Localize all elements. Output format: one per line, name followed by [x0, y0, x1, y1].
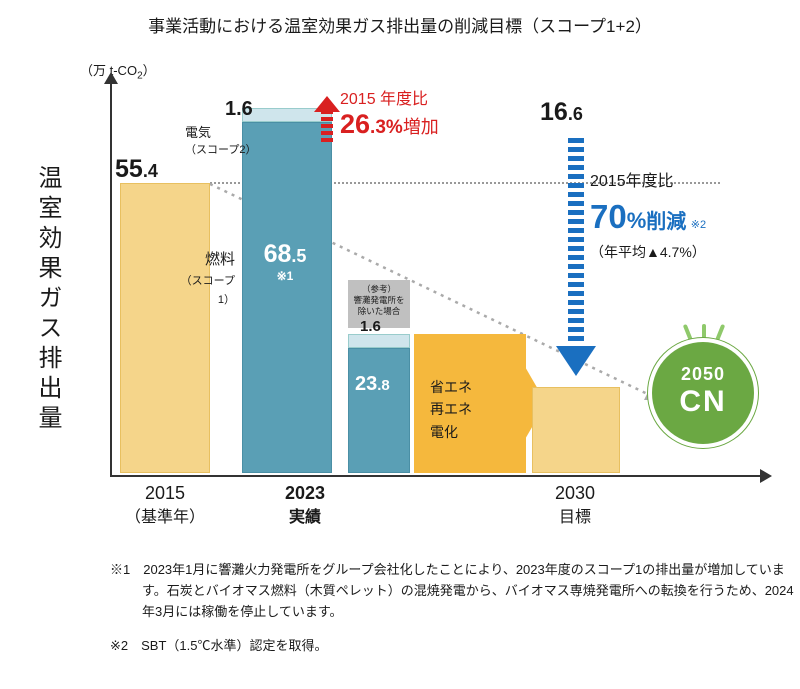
value-2030: 16.6	[540, 98, 583, 127]
x-label-2015: 2015（基準年）	[115, 482, 215, 529]
reduction-callout: 2015年度比 70%削減 ※2 （年平均▲4.7%）	[590, 170, 706, 264]
value-2015: 55.4	[115, 155, 158, 184]
bar-reference-scope2	[348, 334, 410, 348]
footnote-1: ※1 2023年1月に響灘火力発電所をグループ会社化したことにより、2023年度…	[110, 560, 800, 622]
bridge-labels: 省エネ再エネ電化	[430, 376, 472, 443]
bar-2015	[120, 183, 210, 473]
value-reference-scope1: 23.8	[355, 373, 390, 396]
chart-area: （万 t-CO2） 温室効果ガス排出量 55.4 1.6 電気（スコープ2） 6…	[30, 60, 770, 485]
footnote-2: ※2 SBT（1.5℃水準）認定を取得。	[110, 636, 800, 657]
bar-2023	[242, 108, 332, 473]
x-label-2030: 2030目標	[530, 482, 620, 529]
carbon-neutral-badge: 2050 CN	[652, 342, 754, 444]
x-axis-arrow-icon	[760, 469, 772, 483]
bar-2023-scope1	[242, 122, 332, 473]
label-fuel: 燃料（スコープ1）	[180, 250, 235, 309]
footnotes: ※1 2023年1月に響灘火力発電所をグループ会社化したことにより、2023年度…	[110, 560, 800, 671]
label-electricity: 電気（スコープ2）	[185, 122, 256, 157]
red-up-arrow-icon	[314, 96, 340, 144]
y-axis-arrow-icon	[104, 72, 118, 84]
y-axis-line	[110, 80, 112, 475]
y-axis-label: 温室効果ガス排出量	[30, 165, 65, 435]
bar-reference-scope1	[348, 348, 410, 473]
bar-2030	[532, 387, 620, 473]
value-2023-scope2: 1.6	[225, 98, 253, 121]
value-reference-scope2: 1.6	[360, 318, 381, 335]
bar-reference	[348, 334, 410, 473]
x-axis-line	[110, 475, 765, 477]
chart-title: 事業活動における温室効果ガス排出量の削減目標（スコープ1+2）	[0, 0, 800, 37]
value-2023-scope1: 68.5※1	[255, 240, 315, 283]
x-label-2023: 2023実績	[260, 482, 350, 529]
increase-callout: 2015 年度比 26.3%増加	[340, 85, 439, 140]
